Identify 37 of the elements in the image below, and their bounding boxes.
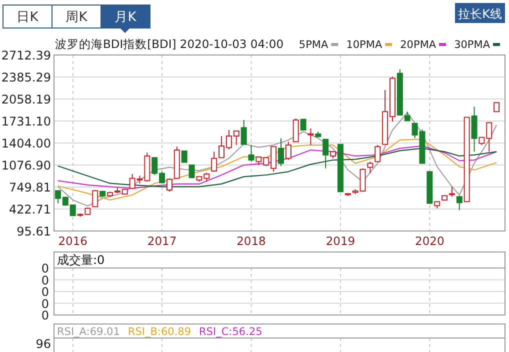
text: 拉长K线 — [458, 7, 502, 21]
text: 0 — [41, 296, 49, 311]
y-tick-label: 1076.90 — [1, 158, 51, 172]
x-tick-label: 2016 — [58, 234, 88, 248]
y-tick-label: 422.71 — [9, 202, 51, 216]
x-tick-label: 2020 — [415, 234, 444, 248]
text: 日K — [16, 10, 39, 25]
legend-label: 10PMA — [346, 39, 383, 51]
text: 96 — [36, 337, 51, 351]
y-tick-label: 2385.29 — [1, 70, 51, 84]
text: 0 — [41, 308, 49, 322]
y-tick-label: 1404.00 — [1, 136, 51, 150]
text: 成交量:0 — [57, 253, 105, 267]
text: 月K — [114, 10, 137, 25]
line-series — [57, 112, 498, 207]
text: RSI_A:69.01 — [57, 326, 120, 338]
y-tick-label: 95.61 — [16, 224, 51, 238]
chart-title: 波罗的海BDI指数[BDI] 2020-10-03 04:00 — [55, 37, 284, 51]
x-tick-label: 2017 — [147, 234, 177, 248]
text: 0 — [41, 273, 49, 288]
legend-label: 5PMA — [298, 39, 329, 51]
candlestick — [471, 106, 478, 152]
text: RSI_B:60.89 — [128, 326, 192, 338]
legend-label: 20PMA — [400, 39, 437, 51]
y-tick-label: 2712.39 — [1, 48, 51, 62]
text: RSI_C:56.25 — [199, 326, 262, 338]
y-tick-label: 2058.19 — [1, 92, 51, 106]
candlestick — [308, 128, 314, 146]
text: 0 — [41, 285, 49, 299]
x-tick-label: 2018 — [236, 234, 266, 248]
text: 周K — [66, 10, 88, 25]
line-series — [57, 138, 498, 201]
y-tick-label: 749.81 — [9, 180, 51, 194]
legend-label: 30PMA — [454, 39, 491, 51]
text: 0 — [41, 262, 49, 276]
x-tick-label: 2019 — [326, 234, 356, 248]
y-tick-label: 1731.10 — [1, 114, 51, 128]
